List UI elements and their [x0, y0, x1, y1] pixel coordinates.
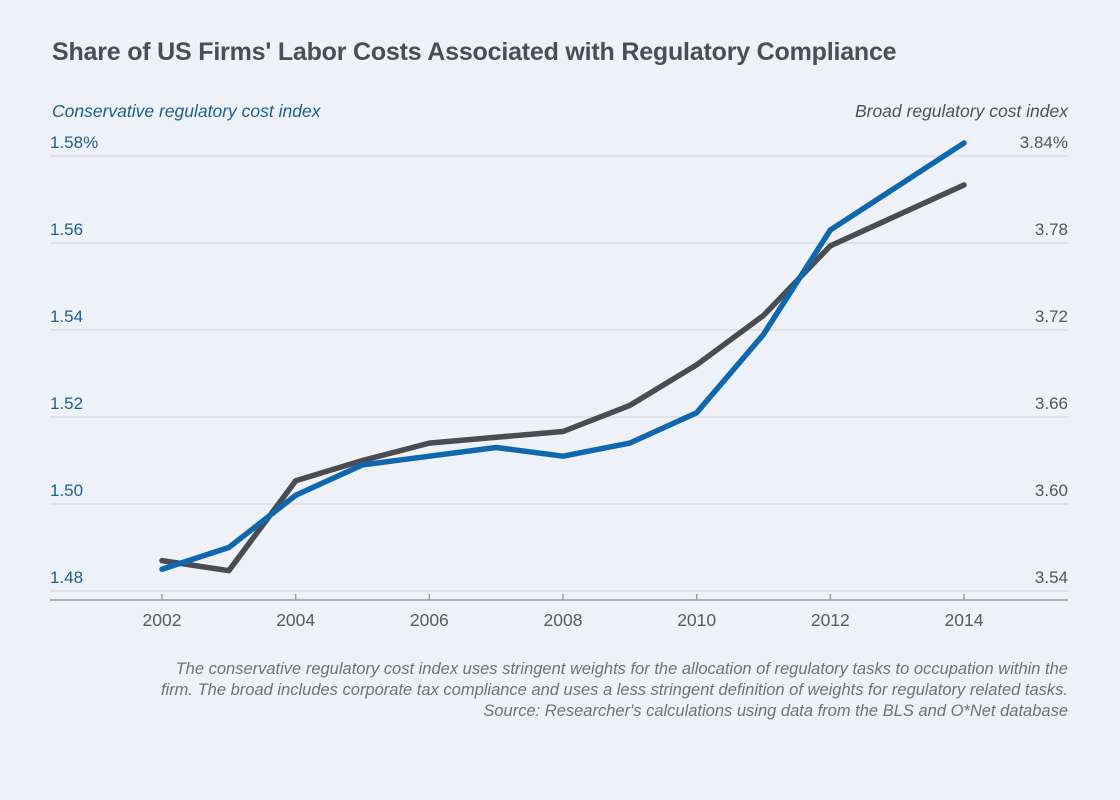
x-tick-label: 2012 [811, 610, 850, 630]
axis-title-row: Conservative regulatory cost index Broad… [0, 67, 1120, 128]
x-tick-label: 2010 [677, 610, 716, 630]
x-tick-label: 2014 [945, 610, 984, 630]
footer-note: The conservative regulatory cost index u… [0, 659, 1120, 722]
x-tick-label: 2002 [143, 610, 182, 630]
broad-line [159, 182, 967, 574]
x-tick-label: 2008 [544, 610, 583, 630]
y-tick-label-right: 3.72 [1035, 307, 1068, 326]
x-tick-label: 2006 [410, 610, 449, 630]
y-tick-label-left: 1.58% [50, 133, 98, 152]
footer-source: Source: Researcher's calculations using … [483, 702, 1068, 721]
right-axis-title: Broad regulatory cost index [854, 101, 1068, 121]
chart-canvas: 1.58% 3.84% 1.56 3.78 1.54 3.72 1.52 3.66 1.50 3.… [50, 133, 1068, 630]
y-tick-label-right: 3.60 [1035, 481, 1068, 500]
footer-line: The conservative regulatory cost index u… [175, 660, 1068, 678]
y-tick-label-right: 3.66 [1035, 394, 1068, 413]
left-axis-title: Conservative regulatory cost index [52, 101, 321, 121]
y-tick-label-right: 3.84% [1020, 133, 1068, 152]
y-tick-label-right: 3.78 [1035, 220, 1068, 239]
chart-area: 1.58% 3.84% 1.56 3.78 1.54 3.72 1.52 3.66 1.50 3.… [0, 128, 1120, 633]
y-tick-label-left: 1.56 [50, 220, 83, 239]
y-tick-label-left: 1.48 [50, 568, 83, 587]
footer-line: firm. The broad includes corporate tax c… [160, 681, 1068, 700]
y-tick-label-left: 1.52 [50, 394, 83, 413]
page-title: Share of US Firms' Labor Costs Associate… [52, 38, 897, 66]
x-tick-label: 2004 [276, 610, 315, 630]
y-tick-label-left: 1.50 [50, 481, 83, 500]
y-tick-label-right: 3.54 [1035, 568, 1068, 587]
conservative-line [159, 140, 967, 572]
y-tick-label-left: 1.54 [50, 307, 83, 326]
